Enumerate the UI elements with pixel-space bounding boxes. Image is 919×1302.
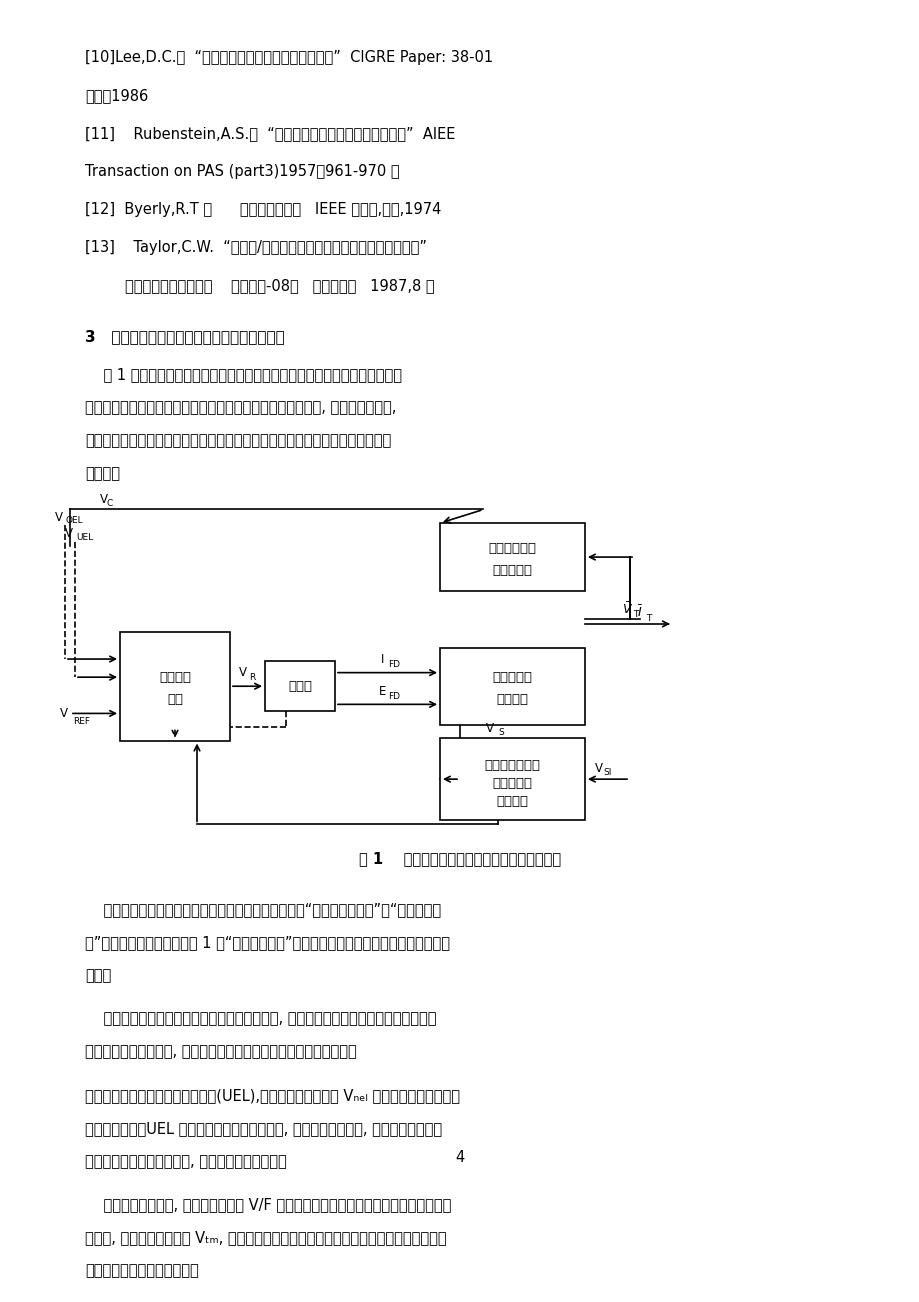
Text: FD: FD — [388, 691, 400, 700]
Text: 电力系统: 电力系统 — [496, 694, 528, 706]
Text: 电路。: 电路。 — [85, 969, 111, 983]
Bar — [119, 631, 230, 741]
Text: V: V — [485, 721, 494, 734]
Text: 励磁控制单元包括了励磁调节和稳定两种功能。术语“励磁系统稳定器”和“瞬态增益减: 励磁控制单元包括了励磁调节和稳定两种功能。术语“励磁系统稳定器”和“瞬态增益减 — [85, 902, 440, 918]
Text: 图 1    同步电机励磁控制系统一般的功能方块图: 图 1 同步电机励磁控制系统一般的功能方块图 — [358, 852, 561, 867]
Text: [12]  Byerly,R.T 等      大电力系统稳定   IEEE 出版社,纽约,1974: [12] Byerly,R.T 等 大电力系统稳定 IEEE 出版社,纽约,19… — [85, 202, 441, 217]
Text: 附加的断续励磁控制模型中。: 附加的断续励磁控制模型中。 — [85, 1263, 199, 1277]
Text: 电力系统稳定器。附加的断续励磁控制也可能用到。本标准推荐了所有这些功能: 电力系统稳定器。附加的断续励磁控制也可能用到。本标准推荐了所有这些功能 — [85, 434, 391, 448]
Text: 同步电机和: 同步电机和 — [492, 671, 532, 684]
Text: V: V — [60, 707, 68, 720]
Text: 3   同步电机励磁系统在电力系统研究中的表示: 3 同步电机励磁系统在电力系统研究中的表示 — [85, 329, 285, 344]
Text: 小”用来说明几个模型中被图 1 的“励磁控制单元”方块包围的、影响这些系统稳定和响应的: 小”用来说明几个模型中被图 1 的“励磁控制单元”方块包围的、影响这些系统稳定和… — [85, 935, 449, 950]
Text: V: V — [65, 527, 73, 540]
Text: 电气运行计划专家会议    邀请文章-08，   里约日内卢   1987,8 月: 电气运行计划专家会议 邀请文章-08， 里约日内卢 1987,8 月 — [125, 279, 434, 293]
Text: 控制门, 端电压限制器输出 Vₜₘ, 可通过它进入调节环。端电压限制功能也可包括在一个带: 控制门, 端电压限制器输出 Vₜₘ, 可通过它进入调节环。端电压限制功能也可包括… — [85, 1230, 446, 1245]
Text: V: V — [238, 667, 246, 678]
Text: 单元: 单元 — [167, 694, 183, 706]
Text: 电力系统稳定器: 电力系统稳定器 — [484, 759, 540, 772]
Text: [13]    Taylor,C.W.  “在直流/交流电力系统中静止励磁的瞬态励磁上升”: [13] Taylor,C.W. “在直流/交流电力系统中静止励磁的瞬态励磁上升… — [85, 240, 426, 255]
Text: 静止励磁系统中的表示, 是十分重要。因而它们被包括在这类模型中。: 静止励磁系统中的表示, 是十分重要。因而它们被包括在这类模型中。 — [85, 1044, 357, 1060]
Text: 图 1 中的通用功能方块图表示了各种同步电机励磁子系统。这些子系统包括: 图 1 中的通用功能方块图表示了各种同步电机励磁子系统。这些子系统包括 — [85, 367, 402, 381]
Text: [11]    Rubenstein,A.S.等  “用现代电机扩大机调节器控制无功”  AIEE: [11] Rubenstein,A.S.等 “用现代电机扩大机调节器控制无功” … — [85, 126, 455, 141]
Text: V: V — [100, 493, 108, 506]
Text: Transaction on PAS (part3)1957，961-970 页: Transaction on PAS (part3)1957，961-970 页 — [85, 164, 399, 180]
Text: R: R — [249, 673, 255, 682]
Text: 本标准中的模型不包括欠励限制器(UEL),但这种限制器的输出 Vₙₑₗ 正常的确和各类励磁系: 本标准中的模型不包括欠励限制器(UEL),但这种限制器的输出 Vₙₑₗ 正常的确… — [85, 1087, 460, 1103]
Text: 端电压变送器: 端电压变送器 — [488, 542, 536, 555]
Text: S: S — [497, 728, 504, 737]
Text: FD: FD — [388, 660, 400, 669]
Text: E: E — [379, 685, 386, 698]
Bar — [439, 647, 584, 725]
Text: 4: 4 — [455, 1150, 464, 1165]
Text: 在励磁系统模型中, 端电压限制器和 V/F 限制器通常不表示。但有些模型的确提供了一: 在励磁系统模型中, 端电压限制器和 V/F 限制器通常不表示。但有些模型的确提供… — [85, 1197, 451, 1212]
Text: 和附加断续: 和附加断续 — [492, 777, 532, 790]
Text: [10]Lee,D.C.等  “加强电力系统稳定的先进励磁控制”  CIGRE Paper: 38-01: [10]Lee,D.C.等 “加强电力系统稳定的先进励磁控制” CIGRE Pa… — [85, 49, 493, 65]
Text: 统模型的连接。UEL 的输出作为励磁系统的输入, 可接在不同的地点, 如相加点、逻辑或: 统模型的连接。UEL 的输出作为励磁系统的输入, 可接在不同的地点, 如相加点、… — [85, 1121, 442, 1135]
Text: 和负荷补偿: 和负荷补偿 — [492, 564, 532, 577]
Text: REF: REF — [73, 717, 90, 727]
Text: 励磁控制: 励磁控制 — [496, 796, 528, 809]
Text: 巴黎，1986: 巴黎，1986 — [85, 89, 148, 103]
Text: T: T — [632, 611, 638, 620]
Text: 门输入。但用在任何模型上, 这类输入只能有一个。: 门输入。但用在任何模型上, 这类输入只能有一个。 — [85, 1154, 287, 1169]
Text: OEL: OEL — [66, 517, 84, 525]
Text: 励磁控制: 励磁控制 — [159, 671, 191, 684]
Text: V: V — [55, 510, 62, 523]
Text: 块模型。: 块模型。 — [85, 466, 119, 480]
Text: UEL: UEL — [76, 533, 93, 542]
Text: V: V — [595, 762, 602, 775]
Text: C: C — [107, 499, 113, 508]
Text: SI: SI — [602, 768, 611, 777]
Text: $\bar{I}$: $\bar{I}$ — [636, 604, 642, 620]
Text: 励磁机: 励磁机 — [288, 680, 312, 693]
Bar — [439, 738, 584, 820]
Bar — [439, 523, 584, 591]
Text: T: T — [645, 615, 651, 624]
Text: 磁场电流限制器在大的系统研究中通常不表示, 但它们在用快作用限制器、母线馈电的: 磁场电流限制器在大的系统研究中通常不表示, 但它们在用快作用限制器、母线馈电的 — [85, 1012, 436, 1026]
Bar — [265, 661, 335, 711]
Text: $\bar{V}$: $\bar{V}$ — [621, 602, 633, 617]
Text: I: I — [380, 654, 384, 667]
Text: 了一个端电压变送器和负荷补偿器、励磁控制单元、励磁机和, 在许多场合下的,: 了一个端电压变送器和负荷补偿器、励磁控制单元、励磁机和, 在许多场合下的, — [85, 400, 396, 415]
